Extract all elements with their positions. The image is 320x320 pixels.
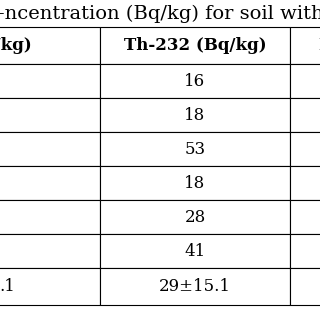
Bar (0, 234, 100, 268)
Text: Th-232 (Bq/kg): Th-232 (Bq/kg) (124, 37, 266, 54)
Text: 18: 18 (184, 174, 206, 191)
Bar (290, 27, 320, 64)
Bar (100, 234, 290, 268)
Bar (0, 64, 100, 98)
Bar (0, 166, 100, 200)
Text: 41: 41 (184, 243, 206, 260)
Bar (0, 268, 100, 305)
Bar (100, 200, 290, 234)
Text: 16: 16 (184, 73, 205, 90)
Text: q/kg): q/kg) (0, 37, 32, 54)
Bar (100, 268, 290, 305)
Bar (100, 132, 290, 166)
Bar (100, 166, 290, 200)
Bar (290, 64, 320, 98)
Bar (290, 268, 320, 305)
Text: 28: 28 (184, 209, 206, 226)
Text: K: K (318, 37, 320, 54)
Text: -ncentration (Bq/kg) for soil within: -ncentration (Bq/kg) for soil within (0, 5, 320, 23)
Bar (0, 98, 100, 132)
Bar (0, 200, 100, 234)
Bar (290, 200, 320, 234)
Text: 18: 18 (184, 107, 206, 124)
Text: 53: 53 (184, 140, 205, 157)
Bar (100, 98, 290, 132)
Bar (100, 27, 290, 64)
Bar (290, 132, 320, 166)
Bar (290, 234, 320, 268)
Text: .1: .1 (0, 278, 15, 295)
Bar (100, 64, 290, 98)
Bar (290, 166, 320, 200)
Bar (290, 98, 320, 132)
Text: 29±15.1: 29±15.1 (159, 278, 231, 295)
Bar (0, 132, 100, 166)
Bar (0, 27, 100, 64)
